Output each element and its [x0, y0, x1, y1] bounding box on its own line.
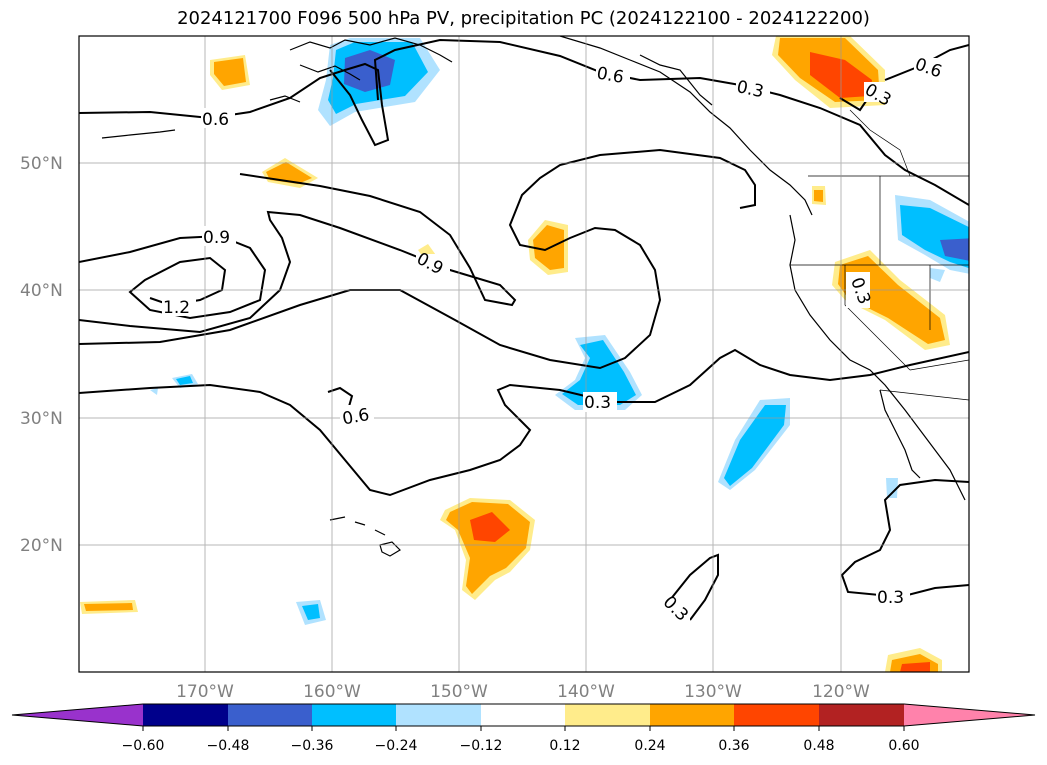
contour-label: 0.6	[202, 110, 229, 130]
contour-label: 0.6	[341, 405, 371, 429]
contour-labels: 0.6 0.3 0.6 0.6 0.3 0.9 0.9 1.2 0.3 0.3 …	[162, 54, 948, 626]
map-title: 2024121700 F096 500 hPa PV, precipitatio…	[177, 8, 870, 29]
contour-label: 0.3	[877, 588, 904, 608]
colorbar-segment	[481, 704, 566, 726]
contour-label: 0.6	[595, 64, 625, 88]
lon-label: 160°W	[303, 682, 361, 702]
colorbar-tick-label: −0.36	[291, 738, 334, 754]
colorbar-tick-label: 0.24	[634, 738, 665, 754]
colorbar-tick-label: −0.60	[122, 738, 165, 754]
colorbar-segment	[565, 704, 650, 726]
lat-label: 20°N	[20, 536, 63, 556]
lat-label: 40°N	[20, 281, 63, 301]
lat-label: 50°N	[20, 154, 63, 174]
plot-area	[79, 36, 969, 672]
lon-label: 170°W	[176, 682, 234, 702]
colorbar: −0.60 −0.48 −0.36 −0.24 −0.12 0.12 0.24 …	[11, 703, 1036, 754]
colorbar-tick-label: −0.24	[375, 738, 418, 754]
colorbar-extend-low	[12, 704, 143, 726]
lon-label: 150°W	[430, 682, 488, 702]
lon-label: 130°W	[684, 682, 742, 702]
colorbar-segment	[819, 704, 904, 726]
lat-labels: 50°N 40°N 30°N 20°N	[20, 154, 63, 556]
colorbar-tick-label: 0.60	[888, 738, 919, 754]
colorbar-tick-label: 0.12	[549, 738, 580, 754]
contour-label: 1.2	[163, 298, 190, 318]
colorbar-segment	[143, 704, 228, 726]
lon-label: 140°W	[557, 682, 615, 702]
colorbar-extend-high	[904, 704, 1035, 726]
gridlines	[79, 36, 969, 672]
colorbar-segment	[396, 704, 481, 726]
colorbar-segment	[228, 704, 313, 726]
state-borders	[790, 109, 969, 401]
colorbar-segment	[734, 704, 819, 726]
colorbar-tick-label: −0.48	[207, 738, 250, 754]
lat-label: 30°N	[20, 409, 63, 429]
plot-frame	[78, 35, 970, 673]
lon-labels: 170°W 160°W 150°W 140°W 130°W 120°W	[176, 682, 870, 702]
contour-label: 0.3	[584, 393, 611, 413]
colorbar-tick-label: 0.48	[803, 738, 834, 754]
lon-label: 120°W	[812, 682, 870, 702]
precipitation-shading	[80, 36, 969, 672]
coastlines	[101, 36, 966, 557]
colorbar-tick-label: 0.36	[718, 738, 749, 754]
contour-label: 0.9	[203, 228, 230, 248]
colorbar-segment	[650, 704, 735, 726]
colorbar-tick-label: −0.12	[460, 738, 503, 754]
colorbar-segment	[312, 704, 397, 726]
